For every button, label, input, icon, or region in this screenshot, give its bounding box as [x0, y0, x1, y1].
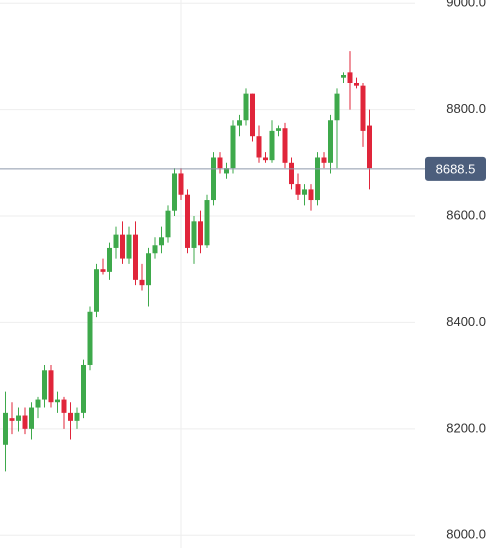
candle-body [185, 194, 190, 248]
candle-body [152, 245, 158, 254]
current-price-box [425, 156, 486, 181]
candle-body [120, 234, 125, 259]
candle-body [347, 72, 353, 83]
candle-body [139, 279, 145, 286]
candle-body [94, 269, 99, 312]
candle-body [100, 269, 106, 272]
candle-body [178, 173, 184, 195]
candle-body [172, 173, 177, 211]
candle-body [35, 399, 41, 408]
y-tick-label: 8200.0 [446, 420, 486, 435]
candle-body [321, 157, 327, 163]
candle-body [81, 364, 86, 413]
candle-body [360, 85, 366, 131]
y-tick-label: 8400.0 [446, 314, 486, 329]
candle-body [295, 184, 301, 195]
candle-body [250, 93, 255, 137]
candle-body [237, 120, 242, 126]
candle-body [367, 125, 372, 169]
candle-body [48, 370, 54, 403]
candle-body [133, 234, 138, 280]
candle-body [276, 128, 281, 131]
candle-body [263, 157, 268, 161]
candle-body [3, 412, 8, 445]
candle-body [315, 157, 320, 201]
candle-body [107, 247, 112, 272]
candle-body [22, 415, 28, 429]
candle-body [61, 399, 67, 413]
candle-body [126, 234, 132, 259]
candle-body [16, 415, 21, 421]
candle-body [204, 200, 210, 246]
candle-body [9, 418, 15, 421]
candle-body [29, 407, 34, 429]
candle-body [341, 75, 346, 78]
candle-body [198, 221, 203, 246]
candle-body [230, 125, 236, 169]
candle-body [159, 237, 164, 246]
y-tick-label: 8000.0 [446, 527, 486, 542]
y-tick-label: 8800.0 [446, 101, 486, 116]
candle-body [243, 93, 249, 121]
candle-body [68, 412, 73, 421]
candle-body [42, 370, 47, 400]
current-price-label: 8688.5 [436, 161, 476, 176]
candle-body [269, 130, 275, 161]
y-tick-label: 9000.0 [446, 0, 486, 10]
candle-body [74, 412, 80, 421]
candle-body [256, 136, 262, 158]
candle-body [328, 120, 333, 163]
candle-body [211, 157, 216, 201]
candle-body [354, 82, 359, 86]
candle-body [308, 189, 314, 201]
candle-body [282, 128, 288, 163]
y-tick-label: 8600.0 [446, 207, 486, 222]
candle-body [55, 399, 60, 403]
candle-body [191, 221, 197, 248]
candle-body [146, 253, 151, 286]
candle-body [113, 234, 119, 248]
candle-body [165, 210, 171, 238]
candle-body [217, 157, 223, 169]
candle-body [302, 189, 307, 195]
candle-body [334, 93, 340, 121]
candle-body [224, 168, 229, 174]
candle-body [289, 162, 294, 185]
candle-body [87, 311, 93, 365]
